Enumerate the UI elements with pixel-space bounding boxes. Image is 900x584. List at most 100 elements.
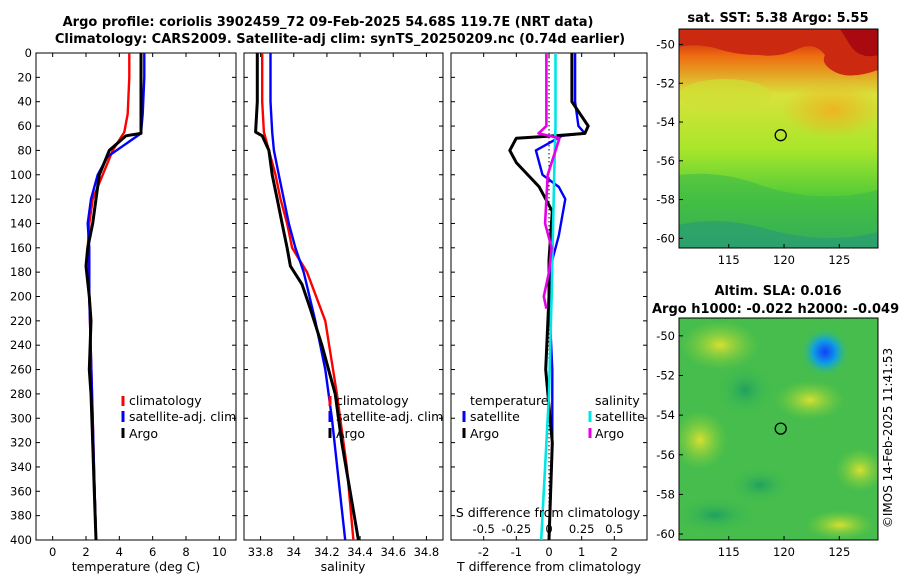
- map-y-tick-label: -58: [656, 193, 675, 207]
- map-x-tick-label: 115: [718, 545, 740, 559]
- sst-hottest-region: [840, 29, 878, 57]
- y-tick-label: 80: [17, 143, 32, 157]
- salinity-axes-frame: [243, 52, 444, 541]
- map-x-tick-label: 125: [828, 253, 850, 267]
- temperature-legend: climatology satellite-adj. clim Argo: [121, 393, 236, 441]
- map-y-tick-label: -54: [656, 115, 675, 129]
- x-tick-label: 33.8: [248, 545, 274, 559]
- map-x-tick-label: 120: [773, 253, 795, 267]
- difference-series: [508, 53, 590, 540]
- y-tick-label: 220: [10, 314, 32, 328]
- series-argo: [254, 53, 360, 540]
- map-y-tick-label: -56: [656, 154, 675, 168]
- legend-s-argo: Argo: [595, 426, 624, 441]
- y-tick-label: 20: [17, 70, 32, 84]
- x-tick-label: 1: [578, 545, 585, 559]
- sla-high-patch: [835, 448, 878, 492]
- x-tick-label: 2: [82, 545, 89, 559]
- sst-argo-location-marker: [774, 129, 787, 142]
- x-tick-label: 2: [611, 545, 618, 559]
- y-tick-label: 340: [10, 460, 32, 474]
- x-tick-label: 8: [182, 545, 189, 559]
- legend-satellite: satellite-adj. clim: [129, 409, 236, 424]
- y-tick-label: 400: [10, 533, 32, 547]
- sst-warm-region: [679, 29, 878, 76]
- series-climatology: [261, 53, 355, 540]
- legend-argo: Argo: [336, 426, 365, 441]
- legend-t-argo: Argo: [470, 426, 499, 441]
- legend-satellite: satellite-adj. clim: [336, 409, 443, 424]
- y-tick-label: 200: [10, 290, 32, 304]
- x-tick-label: 34.4: [347, 545, 373, 559]
- y-tick-label: 380: [10, 509, 32, 523]
- map-y-tick-label: -50: [656, 329, 675, 343]
- x-tick-label: 34.2: [314, 545, 340, 559]
- legend-temperature-title: temperature: [470, 393, 549, 408]
- map-y-tick-label: -52: [656, 76, 675, 90]
- x-tick-label: 6: [149, 545, 156, 559]
- sst-warm-patch: [782, 82, 878, 138]
- y-tick-label: 160: [10, 241, 32, 255]
- x-tick-label: 10: [212, 545, 227, 559]
- sla-map-image: [679, 318, 878, 540]
- title-line-1: Argo profile: coriolis 3902459_72 09-Feb…: [63, 15, 594, 30]
- series-satellite-adj-clim: [86, 53, 146, 540]
- legend-climatology: climatology: [336, 393, 409, 408]
- legend-climatology: climatology: [129, 393, 202, 408]
- sla-high-patch: [679, 410, 728, 470]
- y-tick-label: 360: [10, 484, 32, 498]
- x-tick-label: 0: [545, 545, 552, 559]
- s-tick-label: -0.5: [472, 522, 494, 536]
- t-difference-label: T difference from climatology: [456, 559, 642, 574]
- sla-map-panel: Altim. SLA: 0.016 Argo h1000: -0.022 h20…: [652, 284, 899, 559]
- sst-map-panel: sat. SST: 5.38 Argo: 5.55 115 120 125 -50 -5…: [656, 11, 879, 267]
- legend-salinity-title: salinity: [595, 393, 640, 408]
- map-y-tick-label: -50: [656, 38, 675, 52]
- difference-ticks: -2 -1 0 1 2 -0.5 -0.25 0 0.25 0.5: [451, 52, 647, 559]
- salinity-legend: climatology satellite-adj. clim Argo: [328, 393, 443, 441]
- sst-map-title: sat. SST: 5.38 Argo: 5.55: [687, 11, 868, 26]
- map-y-tick-label: -60: [656, 231, 675, 245]
- temperature-series: [84, 53, 146, 540]
- y-tick-label: 320: [10, 436, 32, 450]
- legend-argo: Argo: [129, 426, 158, 441]
- sla-high-patch: [805, 510, 875, 540]
- x-tick-label: 0: [49, 545, 56, 559]
- temperature-ticks: 0 2 4 6 8 10020406080100120140160180200220240…: [10, 46, 236, 559]
- legend-t-satellite: satellite: [470, 409, 520, 424]
- map-y-tick-label: -52: [656, 368, 675, 382]
- map-y-tick-label: -56: [656, 448, 675, 462]
- y-tick-label: 240: [10, 338, 32, 352]
- sla-low-patch: [679, 497, 755, 533]
- sla-map-title: Altim. SLA: 0.016: [715, 284, 842, 299]
- map-y-tick-label: -54: [656, 408, 675, 422]
- sla-argo-location-marker: [774, 422, 787, 435]
- salinity-panel: 33.8 34 34.2 34.4 34.6 34.8 salinity climatol…: [243, 52, 444, 574]
- s-difference-label: S difference from climatology: [456, 505, 641, 520]
- x-tick-label: -1: [511, 545, 522, 559]
- sla-high-patch: [775, 380, 845, 420]
- legend-s-satellite: satellite: [595, 409, 645, 424]
- s-tick-label: -0.25: [501, 522, 531, 536]
- x-tick-label: 34.8: [414, 545, 440, 559]
- s-tick-label: 0.25: [569, 522, 595, 536]
- watermark: ©IMOS 14-Feb-2025 11:41:53: [881, 348, 895, 528]
- sst-mid-patch: [679, 79, 771, 111]
- sla-map-frame: [678, 317, 879, 541]
- x-tick-label: -2: [478, 545, 489, 559]
- sla-map-title-2: Argo h1000: -0.022 h2000: -0.049: [652, 302, 899, 317]
- sla-map-ticks: 115 120 125 -50 -52 -54 -56 -58 -60: [656, 329, 850, 559]
- x-tick-label: 4: [116, 545, 123, 559]
- difference-legend: temperature satellite Argo salinity sate…: [462, 393, 645, 441]
- y-tick-label: 0: [25, 46, 32, 60]
- sst-coolest-region: [679, 221, 878, 248]
- s-tick-label: 0: [545, 522, 552, 536]
- y-tick-label: 40: [17, 95, 32, 109]
- map-x-tick-label: 115: [718, 253, 740, 267]
- sst-map-image: [679, 29, 878, 248]
- salinity-ticks: 33.8 34 34.2 34.4 34.6 34.8: [244, 52, 443, 559]
- map-x-tick-label: 120: [773, 545, 795, 559]
- difference-panel: -2 -1 0 1 2 -0.5 -0.25 0 0.25 0.5 S difference fr…: [450, 52, 648, 574]
- sst-map-ticks: 115 120 125 -50 -52 -54 -56 -58 -60: [656, 38, 850, 267]
